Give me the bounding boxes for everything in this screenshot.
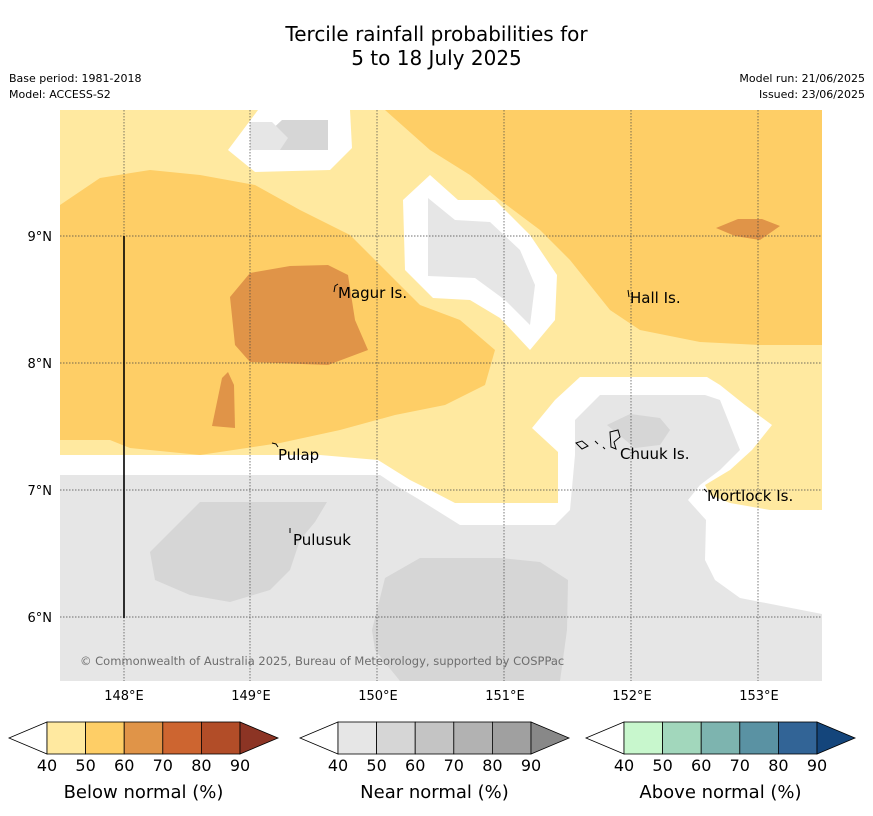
island-chuuk-4	[602, 446, 606, 450]
above-normal-legend-tick: 40	[614, 756, 634, 775]
meta-right: Model run: 21/06/2025 Issued: 23/06/2025	[739, 71, 865, 103]
below-normal-60-magur	[230, 265, 368, 365]
island-mortlock	[703, 488, 708, 493]
lon-axis-labels: 148°E 149°E 150°E 151°E 152°E 153°E	[104, 689, 779, 704]
map-title: Tercile rainfall probabilities for 5 to …	[0, 22, 873, 70]
near-normal-50-south	[372, 558, 568, 681]
label-hall: Hall Is.	[630, 289, 681, 307]
below-normal-legend-over	[239, 721, 280, 755]
above-normal-legend-tick: 90	[807, 756, 827, 775]
above-normal-legend-tick: 50	[652, 756, 672, 775]
below-normal-legend-tick: 70	[153, 756, 173, 775]
above-normal-legend-under	[584, 721, 625, 755]
near-normal-legend-under	[298, 721, 339, 755]
near-normal-north-inner	[250, 122, 288, 150]
island-chuuk-2	[609, 429, 621, 450]
above-normal-legend-tick: 80	[768, 756, 788, 775]
below-normal-legend-swatch	[123, 721, 164, 755]
below-normal-legend-under	[7, 721, 48, 755]
near-normal-legend-tick: 80	[482, 756, 502, 775]
island-hall	[627, 289, 630, 298]
copyright-note: © Commonwealth of Australia 2025, Bureau…	[80, 654, 564, 668]
meta-left: Base period: 1981-2018 Model: ACCESS-S2	[9, 71, 141, 103]
near-normal-legend-swatch	[376, 721, 416, 755]
below-normal-legend-tick: 40	[37, 756, 57, 775]
below-normal-legend-swatch	[200, 721, 241, 755]
near-normal-legend-swatch	[414, 721, 455, 755]
lon-label-153: 153°E	[739, 689, 779, 704]
island-pulap	[271, 442, 279, 448]
near-normal-legend-swatch	[337, 721, 377, 755]
island-chuuk-1	[575, 440, 589, 450]
near-normal-legend-over	[530, 721, 571, 755]
island-magur	[333, 283, 339, 293]
model-run: Model run: 21/06/2025	[739, 72, 865, 85]
island-chuuk-3	[594, 440, 599, 445]
below-normal-legend-tick: 60	[114, 756, 134, 775]
near-normal-legend: 40 50 60 70 80 90 Near normal (%)	[298, 721, 571, 803]
lon-label-151: 151°E	[485, 689, 525, 704]
lon-label-149: 149°E	[231, 689, 271, 704]
label-magur: Magur Is.	[338, 284, 407, 302]
above-normal-legend: 40 50 60 70 80 90 Above normal (%)	[584, 721, 857, 803]
below-normal-50-east	[385, 110, 822, 345]
below-normal-legend-tick: 90	[230, 756, 250, 775]
above-normal-legend-swatch	[700, 721, 741, 755]
below-normal-60-east	[716, 219, 780, 240]
colorbar-legends: 40 50 60 70 80 90 Below normal (%) 40 50 60 70 80 90…	[7, 721, 857, 803]
lat-axis-labels: 9°N 8°N 7°N 6°N	[28, 230, 53, 626]
near-normal-legend-tick: 70	[444, 756, 464, 775]
near-normal-legend-tick: 50	[366, 756, 386, 775]
below-normal-legend-swatch	[46, 721, 86, 755]
near-normal-legend-tick: 40	[328, 756, 348, 775]
lon-label-148: 148°E	[104, 689, 144, 704]
near-normal-50-chuuk	[607, 414, 670, 448]
near-normal-legend-swatch	[453, 721, 493, 755]
label-pulap: Pulap	[278, 446, 319, 464]
base-period: Base period: 1981-2018	[9, 72, 142, 85]
above-normal-legend-swatch	[623, 721, 663, 755]
island-markers	[271, 283, 708, 533]
lat-label-9n: 9°N	[28, 230, 53, 245]
lon-label-150: 150°E	[358, 689, 398, 704]
near-normal-legend-tick: 90	[521, 756, 541, 775]
title-line-1: Tercile rainfall probabilities for	[285, 22, 588, 46]
lat-label-6n: 6°N	[28, 611, 53, 626]
below-normal-legend-swatch	[162, 721, 202, 755]
near-normal-legend-tick: 60	[405, 756, 425, 775]
above-normal-legend-swatch	[739, 721, 779, 755]
above-normal-legend-tick: 70	[730, 756, 750, 775]
place-labels: Magur Is. Hall Is. Pulap Chuuk Is. Mortl…	[278, 284, 793, 549]
near-normal-legend-swatch	[491, 721, 532, 755]
below-normal-legend: 40 50 60 70 80 90 Below normal (%)	[7, 721, 280, 803]
above-normal-legend-title: Above normal (%)	[639, 782, 801, 803]
near-normal-central-inner	[428, 198, 535, 325]
above-normal-legend-over	[816, 721, 857, 755]
near-normal-50-pulusuk	[150, 502, 327, 602]
below-normal-legend-title: Below normal (%)	[64, 782, 224, 803]
issued-date: Issued: 23/06/2025	[758, 88, 865, 101]
title-line-2: 5 to 18 July 2025	[351, 46, 522, 70]
above-normal-legend-tick: 60	[691, 756, 711, 775]
label-mortlock: Mortlock Is.	[707, 487, 793, 505]
below-normal-legend-swatch	[85, 721, 125, 755]
below-normal-legend-tick: 80	[191, 756, 211, 775]
label-chuuk: Chuuk Is.	[620, 445, 689, 463]
near-normal-legend-title: Near normal (%)	[360, 782, 509, 803]
lat-label-8n: 8°N	[28, 357, 53, 372]
above-normal-legend-swatch	[662, 721, 702, 755]
lon-label-152: 152°E	[612, 689, 652, 704]
model-name: Model: ACCESS-S2	[9, 88, 111, 101]
below-normal-legend-tick: 50	[75, 756, 95, 775]
lat-label-7n: 7°N	[28, 484, 53, 499]
above-normal-legend-swatch	[778, 721, 818, 755]
below-normal-60-south	[212, 372, 235, 428]
probability-map	[60, 110, 822, 681]
label-pulusuk: Pulusuk	[293, 531, 351, 549]
